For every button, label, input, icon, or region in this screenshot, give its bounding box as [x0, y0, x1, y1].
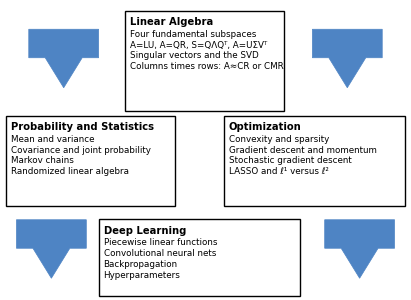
- Text: Gradient descent and momentum: Gradient descent and momentum: [229, 146, 377, 154]
- Text: Randomized linear algebra: Randomized linear algebra: [11, 167, 129, 176]
- Polygon shape: [312, 29, 382, 88]
- Polygon shape: [29, 29, 99, 88]
- Text: Deep Learning: Deep Learning: [104, 226, 186, 236]
- Text: Piecewise linear functions: Piecewise linear functions: [104, 238, 217, 247]
- Text: A=LU, A=QR, S=QΛQᵀ, A=UΣVᵀ: A=LU, A=QR, S=QΛQᵀ, A=UΣVᵀ: [130, 40, 268, 50]
- Text: Probability and Statistics: Probability and Statistics: [11, 122, 154, 132]
- Text: Stochastic gradient descent: Stochastic gradient descent: [229, 156, 352, 165]
- FancyBboxPatch shape: [99, 219, 300, 296]
- Text: Singular vectors and the SVD: Singular vectors and the SVD: [130, 51, 259, 60]
- Text: Mean and variance: Mean and variance: [11, 135, 95, 144]
- Text: Markov chains: Markov chains: [11, 156, 74, 165]
- Polygon shape: [16, 220, 86, 278]
- Text: Convolutional neural nets: Convolutional neural nets: [104, 249, 216, 258]
- Text: Optimization: Optimization: [229, 122, 302, 132]
- Text: Linear Algebra: Linear Algebra: [130, 17, 214, 27]
- Text: Backpropagation: Backpropagation: [104, 260, 178, 269]
- Text: Convexity and sparsity: Convexity and sparsity: [229, 135, 329, 144]
- FancyBboxPatch shape: [6, 116, 175, 206]
- Text: Hyperparameters: Hyperparameters: [104, 271, 180, 280]
- FancyBboxPatch shape: [125, 11, 284, 111]
- FancyBboxPatch shape: [224, 116, 405, 206]
- Text: Four fundamental subspaces: Four fundamental subspaces: [130, 30, 256, 39]
- Polygon shape: [325, 220, 395, 278]
- Text: Columns times rows: A≈CR or CMR: Columns times rows: A≈CR or CMR: [130, 62, 284, 71]
- Text: Covariance and joint probability: Covariance and joint probability: [11, 146, 151, 154]
- Text: LASSO and ℓ¹ versus ℓ²: LASSO and ℓ¹ versus ℓ²: [229, 167, 329, 176]
